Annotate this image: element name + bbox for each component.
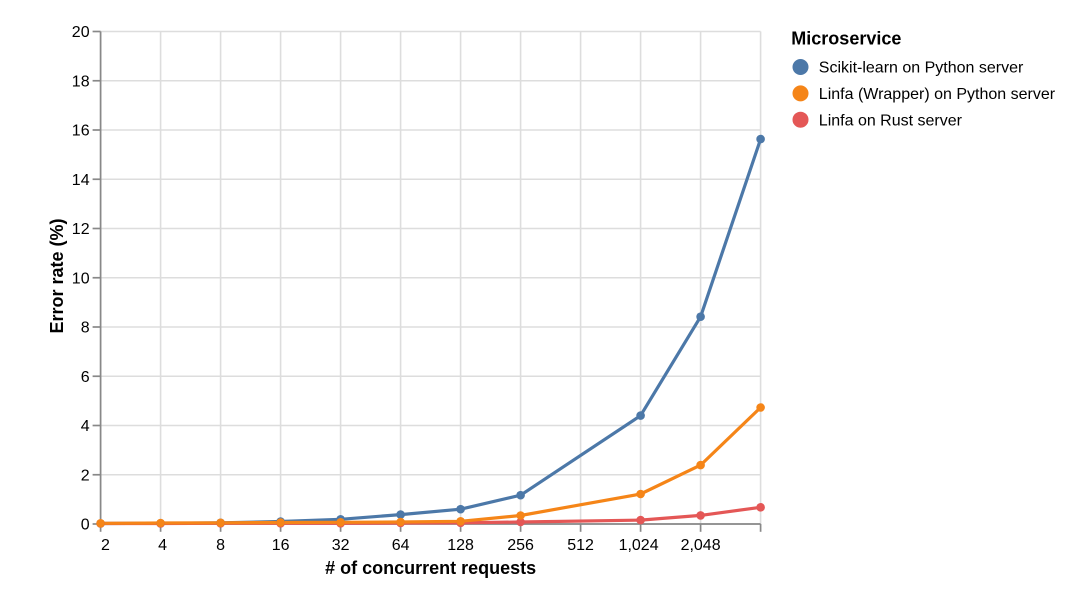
svg-text:Linfa (Wrapper) on Python serv: Linfa (Wrapper) on Python server	[819, 86, 1056, 103]
svg-text:10: 10	[72, 270, 90, 287]
svg-text:1,024: 1,024	[619, 537, 659, 554]
svg-text:128: 128	[447, 537, 474, 554]
svg-text:0: 0	[81, 517, 90, 534]
svg-text:2: 2	[81, 467, 90, 484]
svg-text:4: 4	[158, 537, 167, 554]
svg-text:2,048: 2,048	[681, 537, 721, 554]
svg-text:256: 256	[507, 537, 534, 554]
svg-text:2: 2	[101, 537, 110, 554]
svg-text:4: 4	[81, 418, 90, 435]
svg-text:8: 8	[216, 537, 225, 554]
svg-text:8: 8	[81, 320, 90, 337]
svg-text:Linfa on Rust server: Linfa on Rust server	[819, 112, 963, 129]
svg-text:18: 18	[72, 73, 90, 90]
svg-text:32: 32	[332, 537, 350, 554]
svg-text:16: 16	[72, 123, 90, 140]
svg-text:# of concurrent requests: # of concurrent requests	[325, 558, 536, 578]
svg-text:512: 512	[567, 537, 594, 554]
svg-text:20: 20	[72, 24, 90, 41]
svg-text:64: 64	[392, 537, 410, 554]
svg-text:12: 12	[72, 221, 90, 238]
svg-text:16: 16	[272, 537, 290, 554]
svg-text:Scikit-learn on Python server: Scikit-learn on Python server	[819, 60, 1024, 77]
svg-text:14: 14	[72, 172, 90, 189]
svg-text:Microservice: Microservice	[791, 29, 901, 49]
svg-text:Error rate (%): Error rate (%)	[47, 218, 67, 333]
svg-text:6: 6	[81, 369, 90, 386]
